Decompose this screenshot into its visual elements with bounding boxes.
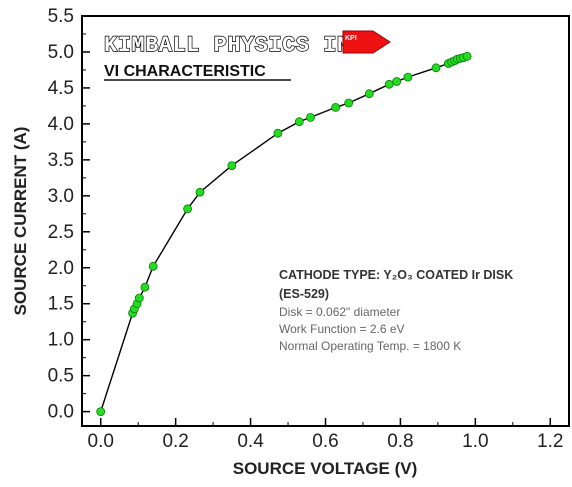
y-tick-label: 3.0 bbox=[48, 186, 74, 207]
data-point bbox=[148, 261, 158, 271]
data-point bbox=[344, 98, 354, 108]
y-tick-label: 0.5 bbox=[48, 366, 74, 387]
y-tick-label: 2.0 bbox=[48, 258, 74, 279]
y-tick-label: 5.0 bbox=[48, 42, 74, 63]
x-tick-label: 0.4 bbox=[237, 431, 264, 452]
data-point bbox=[183, 204, 193, 214]
annotation-cathode-type: CATHODE TYPE: Y₂O₃ COATED Ir DISK bbox=[279, 268, 513, 282]
data-point bbox=[462, 51, 472, 61]
annotation-disk-diameter: Disk = 0.062" diameter bbox=[279, 305, 400, 319]
x-tick-label: 0.0 bbox=[88, 431, 114, 452]
data-series bbox=[96, 51, 472, 417]
data-point bbox=[195, 187, 205, 197]
data-point bbox=[140, 282, 150, 292]
logo-label: KPI bbox=[345, 35, 357, 42]
annotation-operating-temp: Normal Operating Temp. = 1800 K bbox=[279, 339, 461, 353]
x-axis-title: SOURCE VOLTAGE (V) bbox=[233, 459, 418, 478]
x-tick-label: 1.0 bbox=[462, 431, 488, 452]
tick-labels: 0.0 0.2 0.4 0.6 0.8 1.0 1.2 0.0 0.5 1.0 1.5 2.0 2.5 3… bbox=[48, 6, 564, 452]
data-point bbox=[431, 63, 441, 73]
data-point bbox=[384, 79, 394, 89]
data-point bbox=[331, 103, 341, 112]
company-title: KIMBALL PHYSICS INC. bbox=[104, 33, 378, 58]
kpi-logo: KPI bbox=[342, 30, 391, 54]
data-point bbox=[392, 77, 402, 86]
y-axis-title: SOURCE CURRENT (A) bbox=[11, 127, 30, 316]
data-point bbox=[364, 89, 374, 99]
data-point bbox=[134, 293, 144, 303]
axis-ticks bbox=[82, 15, 552, 426]
y-tick-label: 3.5 bbox=[48, 150, 74, 171]
data-point bbox=[294, 117, 304, 127]
series-line bbox=[100, 55, 468, 412]
data-point bbox=[227, 161, 237, 171]
logo-arrow bbox=[342, 30, 391, 54]
y-tick-label: 4.0 bbox=[48, 114, 74, 135]
y-tick-label: 4.5 bbox=[48, 78, 74, 99]
x-tick-label: 1.2 bbox=[537, 431, 563, 452]
y-tick-label: 2.5 bbox=[48, 222, 74, 243]
cathode-annotation: CATHODE TYPE: Y₂O₃ COATED Ir DISK (ES-52… bbox=[279, 268, 513, 353]
x-tick-label: 0.8 bbox=[387, 431, 413, 452]
y-tick-label: 0.0 bbox=[48, 402, 74, 423]
y-tick-label: 1.0 bbox=[48, 330, 74, 351]
data-point bbox=[306, 113, 315, 122]
chart-title-block: KIMBALL PHYSICS INC. KPI VI CHARACTERIST… bbox=[103, 30, 391, 81]
data-point bbox=[96, 407, 106, 417]
x-tick-label: 0.6 bbox=[312, 431, 338, 452]
y-tick-label: 1.5 bbox=[48, 294, 74, 315]
chart-subtitle: VI CHARACTERISTIC bbox=[104, 63, 266, 80]
x-tick-label: 0.2 bbox=[162, 431, 188, 452]
y-tick-label: 5.5 bbox=[48, 6, 74, 27]
annotation-work-function: Work Function = 2.6 eV bbox=[279, 322, 405, 336]
data-point bbox=[403, 72, 413, 82]
annotation-part-number: (ES-529) bbox=[279, 287, 329, 301]
data-point bbox=[273, 128, 283, 138]
